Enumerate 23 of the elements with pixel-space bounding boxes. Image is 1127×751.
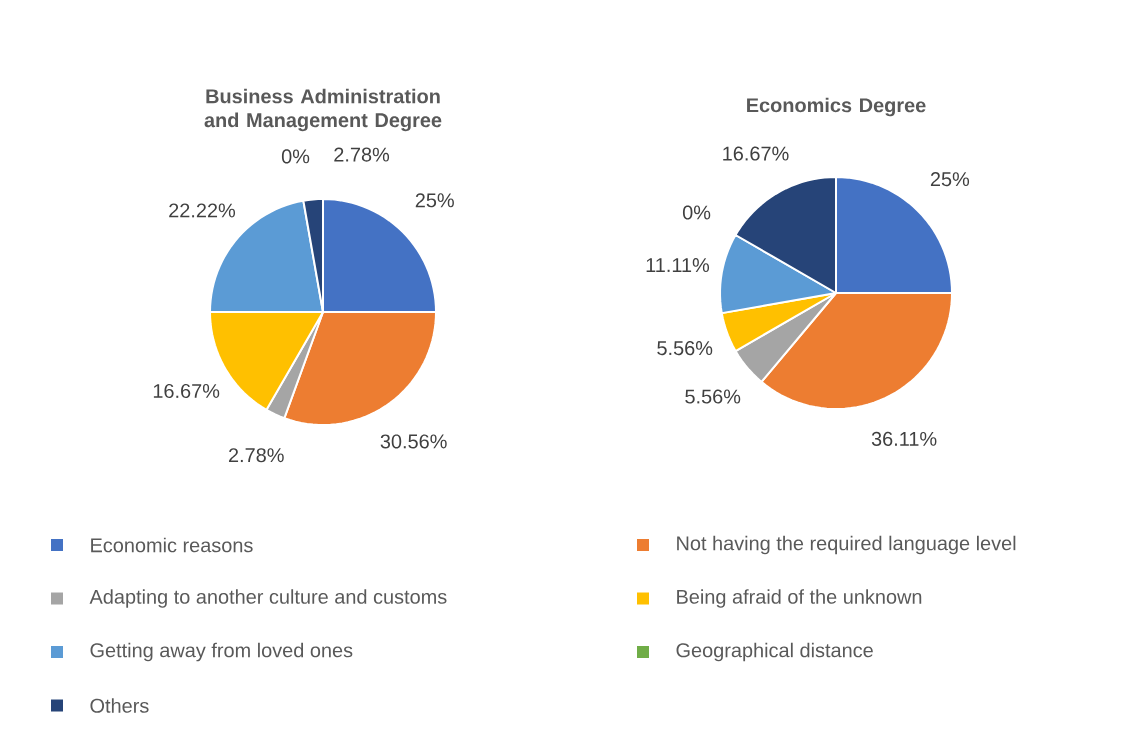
legend-label: Adapting to another culture and customs xyxy=(89,589,447,608)
data-label: 30.56% xyxy=(380,434,447,449)
legend-label: Economic reasons xyxy=(91,537,253,553)
data-label: 22.22% xyxy=(169,203,236,218)
data-label: 5.56% xyxy=(657,341,713,356)
legend-label: Not having the required language level xyxy=(677,535,1016,555)
chart-title: Economics Degree xyxy=(747,97,926,117)
data-label: 2.78% xyxy=(334,147,390,162)
data-label: 5.56% xyxy=(685,389,741,404)
data-label: 36.11% xyxy=(871,431,937,446)
data-label: 25% xyxy=(930,172,970,187)
data-label: 16.67% xyxy=(723,146,789,161)
text: 0% xyxy=(682,205,711,220)
legend-label: Geographical distance xyxy=(676,642,873,662)
text: 0% xyxy=(281,149,310,164)
legend-label: Getting away from loved ones xyxy=(90,642,353,662)
chart-title: Business Administration and Management Degree xyxy=(204,88,442,132)
legend-label: Being afraid of the unknown xyxy=(677,589,922,608)
data-label: 2.78% xyxy=(228,448,284,463)
data-label: 16.67% xyxy=(153,383,220,399)
data-label: 25% xyxy=(415,193,454,208)
legend-label: Others xyxy=(90,698,149,713)
data-label: 11.11% xyxy=(646,258,710,273)
